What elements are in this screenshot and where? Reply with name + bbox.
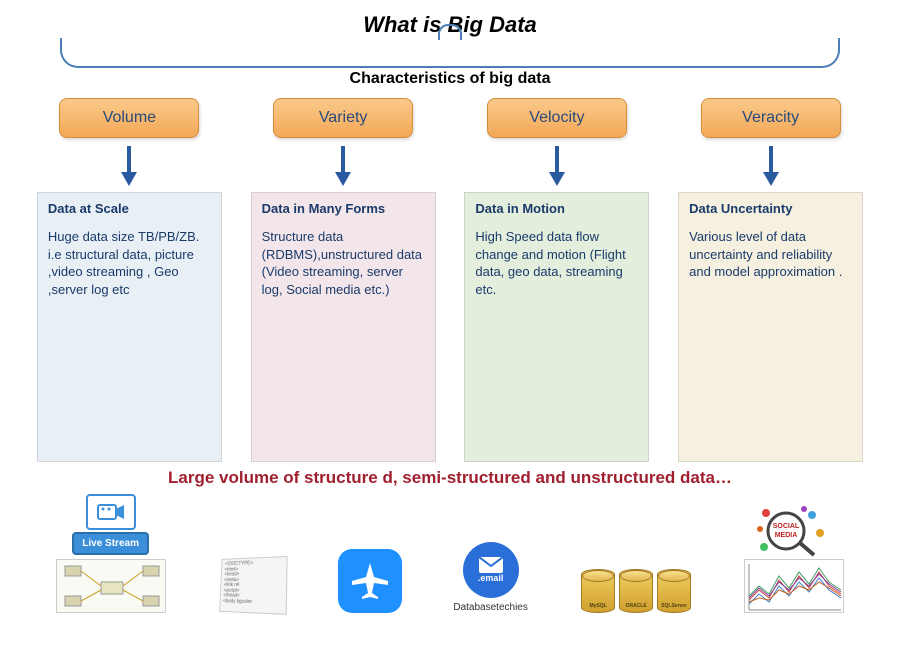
- airplane-icon: [338, 549, 402, 613]
- livestream-label: Live Stream: [72, 532, 149, 555]
- down-arrow-icon: [759, 144, 783, 188]
- camera-icon: [86, 494, 136, 530]
- svg-text:MEDIA: MEDIA: [775, 532, 798, 539]
- info-card: Data in Motion High Speed data flow chang…: [464, 192, 649, 462]
- card-heading: Data in Many Forms: [262, 201, 425, 216]
- info-card: Data in Many Forms Structure data (RDBMS)…: [251, 192, 436, 462]
- down-arrow-icon: [117, 144, 141, 188]
- pill-label: Variety: [273, 98, 413, 138]
- pill-label: Volume: [59, 98, 199, 138]
- column-velocity: Velocity Data in Motion High Speed data fl…: [458, 98, 657, 462]
- email-icon-group: .email Databasetechies: [453, 542, 528, 613]
- plane-icon-group: [338, 549, 402, 613]
- database-cylinder-icon: MySQL: [581, 569, 615, 613]
- info-card: Data at Scale Huge data size TB/PB/ZB. i.…: [37, 192, 222, 462]
- card-heading: Data Uncertainty: [689, 201, 852, 216]
- column-variety: Variety Data in Many Forms Structure data …: [244, 98, 443, 462]
- column-veracity: Veracity Data Uncertainty Various level of…: [671, 98, 870, 462]
- email-label: .email: [478, 573, 504, 583]
- code-sheet-icon: <!DOCTYPE><html><head><meta><link rel<sc…: [217, 557, 287, 613]
- svg-text:SOCIAL: SOCIAL: [773, 523, 800, 530]
- livestream-icon-group: Live Stream: [56, 494, 166, 613]
- network-diagram-icon: [56, 559, 166, 613]
- social-media-icon: SOCIAL MEDIA: [756, 503, 832, 559]
- card-body: Huge data size TB/PB/ZB. i.e structural …: [48, 228, 211, 298]
- card-body: Structure data (RDBMS),unstructured data…: [262, 228, 425, 298]
- pill-label: Veracity: [701, 98, 841, 138]
- footer-summary: Large volume of structure d, semi-struct…: [0, 468, 900, 488]
- card-heading: Data in Motion: [475, 201, 638, 216]
- card-body: High Speed data flow change and motion (…: [475, 228, 638, 298]
- down-arrow-icon: [331, 144, 355, 188]
- email-icon: .email: [463, 542, 519, 598]
- columns-container: Volume Data at Scale Huge data size TB/PB/…: [0, 88, 900, 462]
- databases-icon-group: MySQLORACLESQLServer: [579, 569, 693, 613]
- database-cylinder-icon: SQLServer: [657, 569, 691, 613]
- info-card: Data Uncertainty Various level of data un…: [678, 192, 863, 462]
- pill-label: Velocity: [487, 98, 627, 138]
- column-volume: Volume Data at Scale Huge data size TB/PB/…: [30, 98, 229, 462]
- down-arrow-icon: [545, 144, 569, 188]
- brace-connector: [60, 38, 840, 78]
- database-cylinder-icon: ORACLE: [619, 569, 653, 613]
- line-chart-icon: [744, 559, 844, 613]
- card-body: Various level of data uncertainty and re…: [689, 228, 852, 281]
- social-chart-group: SOCIAL MEDIA: [744, 503, 844, 613]
- icons-row: Live Stream <!DOCTYPE><html><head><meta>…: [0, 488, 900, 613]
- card-heading: Data at Scale: [48, 201, 211, 216]
- dbtech-label: Databasetechies: [453, 602, 528, 613]
